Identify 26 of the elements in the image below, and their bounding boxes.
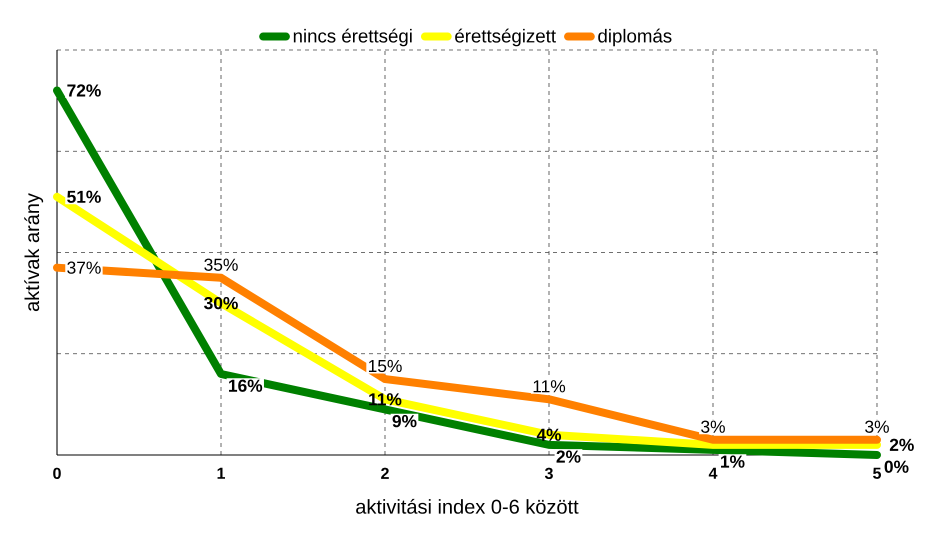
data-label: 3% [865,420,889,433]
legend-label: nincs érettségi [294,28,412,46]
x-axis-title: aktivitási index 0-6 között [356,498,579,514]
legend-label: diplomás [598,28,672,46]
x-tick-label: 1 [218,468,226,479]
data-label: 1% [721,456,745,468]
data-label: 0% [884,460,909,473]
x-tick-label: 4 [708,468,718,479]
y-axis-title: aktívak arány [24,193,44,312]
data-label: 11% [534,380,566,392]
data-label: 15% [368,360,402,372]
legend-label: érettségizett [455,28,556,46]
data-label: 4% [536,428,562,441]
data-label: 2% [890,438,914,451]
x-tick-label: 2 [381,468,389,479]
data-label: 51% [67,190,101,203]
data-label: 16% [229,380,262,392]
x-tick-label: 3 [544,468,553,480]
data-label: 35% [204,258,238,271]
data-label: 3% [701,420,725,433]
x-tick-label: 5 [873,468,881,479]
data-label: 72% [67,84,101,97]
data-label: 37% [67,262,101,274]
data-label: 9% [392,415,417,428]
data-label: 2% [556,450,581,463]
x-tick-label: 0 [53,468,61,480]
